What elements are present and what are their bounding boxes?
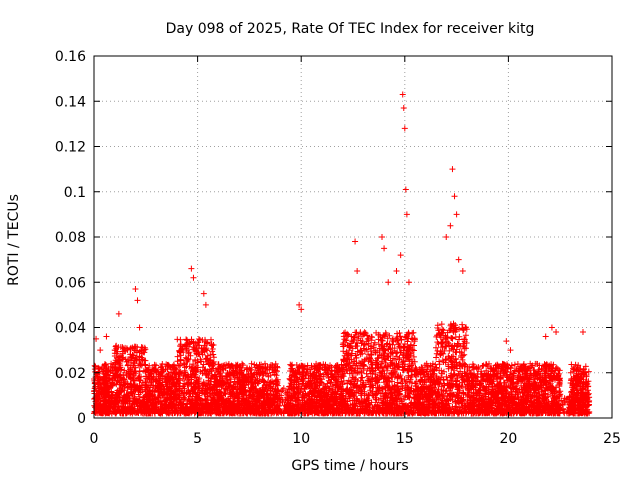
roti-point: [381, 245, 388, 252]
x-tick-label: 0: [90, 431, 99, 447]
roti-point: [405, 279, 412, 286]
roti-point: [507, 347, 514, 354]
roti-point: [393, 267, 400, 274]
roti-point: [548, 324, 555, 331]
y-tick-label: 0: [77, 411, 86, 427]
roti-point: [134, 297, 141, 304]
roti-point: [579, 329, 586, 336]
y-tick-label: 0.1: [64, 185, 86, 201]
y-tick-label: 0.14: [55, 94, 86, 110]
roti-point: [503, 338, 510, 345]
roti-point: [188, 265, 195, 272]
roti-point: [190, 274, 197, 281]
y-tick-label: 0.04: [55, 321, 86, 337]
roti-point: [97, 347, 104, 354]
roti-point: [298, 306, 305, 313]
roti-noise-marks: [91, 320, 593, 417]
roti-point: [354, 267, 361, 274]
y-tick-label: 0.16: [55, 49, 86, 65]
roti-point: [403, 211, 410, 218]
y-tick-label: 0.12: [55, 140, 86, 156]
roti-point: [459, 267, 466, 274]
roti-point: [352, 238, 359, 245]
roti-point: [111, 347, 118, 354]
x-tick-label: 15: [396, 431, 414, 447]
roti-point: [103, 333, 110, 340]
x-tick-label: 20: [499, 431, 517, 447]
roti-point: [453, 211, 460, 218]
x-tick-label: 25: [603, 431, 621, 447]
x-axis-label: GPS time / hours: [291, 458, 408, 474]
y-tick-label: 0.02: [55, 366, 86, 382]
roti-point: [451, 193, 458, 200]
roti-points: [93, 91, 586, 354]
roti-point: [447, 222, 454, 229]
roti-point: [200, 290, 207, 297]
roti-point: [132, 286, 139, 293]
roti-point: [385, 279, 392, 286]
grid-layer: [94, 56, 612, 418]
roti-noise-band: [91, 320, 593, 417]
roti-point: [115, 310, 122, 317]
x-tick-label: 5: [193, 431, 202, 447]
x-tick-label: 10: [292, 431, 310, 447]
roti-point: [542, 333, 549, 340]
roti-point: [296, 301, 303, 308]
roti-point: [401, 125, 408, 132]
y-axis-label: ROTI / TECUs: [6, 194, 22, 286]
roti-point: [136, 324, 143, 331]
roti-point: [455, 256, 462, 263]
roti-point: [402, 186, 409, 193]
y-tick-label: 0.08: [55, 230, 86, 246]
chart-title: Day 098 of 2025, Rate Of TEC Index for r…: [166, 21, 535, 37]
roti-point: [553, 329, 560, 336]
roti-point: [449, 166, 456, 173]
roti-point: [397, 252, 404, 259]
roti-point: [202, 301, 209, 308]
y-tick-label: 0.06: [55, 275, 86, 291]
roti-point: [399, 91, 406, 98]
roti-point: [400, 105, 407, 112]
roti-point: [443, 234, 450, 240]
roti-point: [379, 234, 386, 240]
axis-ticks: 0 5 10 15 20 25 0 0.02 0.04 0.06 0.08 0.1 0.12 0.14 0.…: [55, 49, 621, 447]
